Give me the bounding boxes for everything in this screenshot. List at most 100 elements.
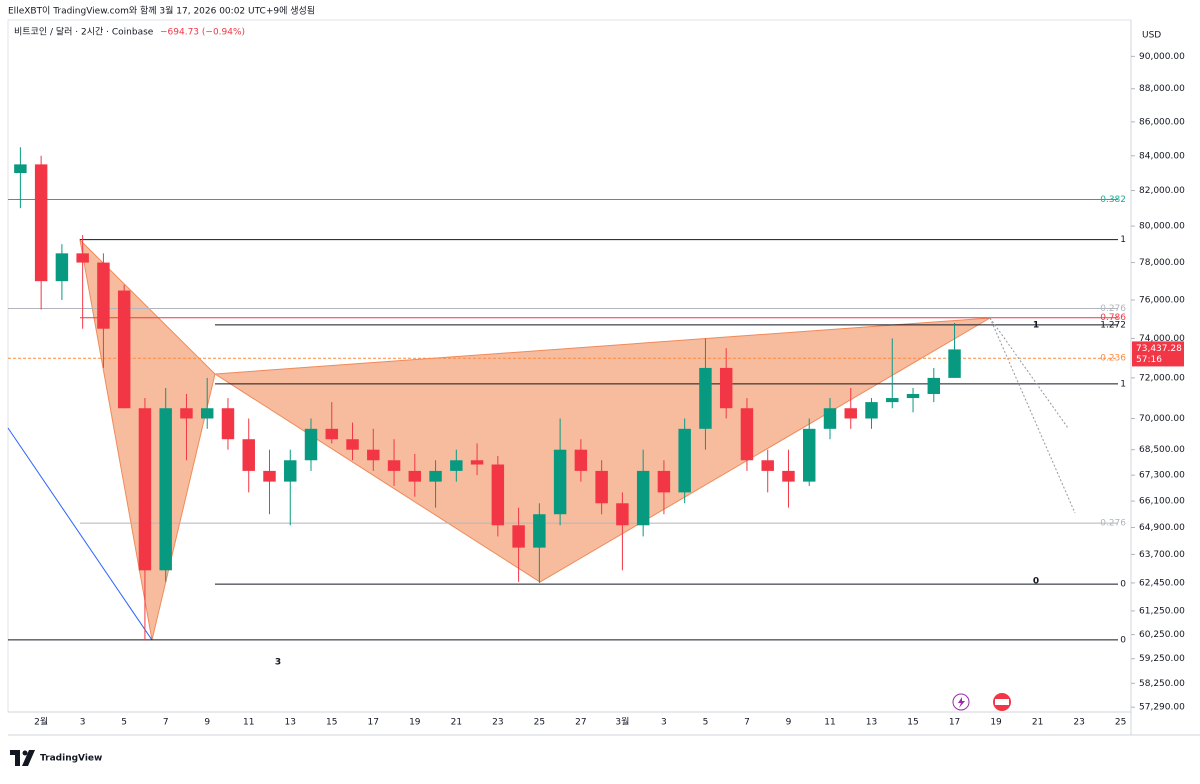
x-tick-label: 13 [866,718,877,728]
event-icon-glyph [958,697,965,708]
candle-body [512,525,525,548]
candle-body [263,470,276,482]
candle-body [803,428,816,482]
candle-body [865,402,878,419]
y-tick-label: 90,000.00 [1139,52,1185,62]
candle-body [408,470,422,482]
candle-body [553,449,567,515]
candle-body [761,460,774,471]
y-tick-label: 62,450.00 [1139,578,1185,588]
candle-body [844,408,857,419]
x-tick-label: 19 [409,718,421,728]
projection-arrow [989,317,1069,429]
annotation: 0 [1033,577,1039,587]
x-tick-label: 23 [492,718,503,728]
y-tick-label: 66,100.00 [1139,497,1185,507]
y-tick-label: 72,000.00 [1139,373,1185,383]
y-tick-label: 82,000.00 [1139,186,1185,196]
x-tick-label: 3 [80,718,86,728]
chart-title: 비트코인 / 달러 · 2시간 · Coinbase [14,26,154,38]
x-tick-label: 19 [990,718,1002,728]
x-tick-label: 21 [1032,718,1043,728]
projection-arrow [989,317,1076,514]
y-tick-label: 84,000.00 [1139,151,1185,161]
y-tick-label: 63,700.00 [1139,550,1185,560]
candle-body [823,408,837,429]
candle-body [221,408,235,440]
candle-body [491,464,505,526]
y-tick-label: 80,000.00 [1139,222,1185,232]
candle-body [886,398,899,403]
candle-body [284,460,297,482]
y-tick-label: 86,000.00 [1139,117,1185,127]
candle-body [346,439,359,450]
level-label: 0 [1120,635,1126,645]
x-tick-label: 15 [326,718,337,728]
price-change: −694.73 (−0.94%) [160,28,245,38]
attribution: ElleXBT이 TradingView.com와 함께 3월 17, 2026… [8,5,315,17]
x-tick-label: 5 [703,718,709,728]
candle-body [387,460,401,471]
x-tick-label: 2월 [34,716,48,728]
x-tick-label: 25 [1115,718,1126,728]
candle-body [533,514,546,548]
level-label: 0.786 [1100,313,1126,323]
x-tick-label: 25 [534,718,545,728]
y-tick-label: 57,290.00 [1139,703,1185,713]
y-tick-label: 60,250.00 [1139,630,1185,640]
x-tick-label: 17 [368,718,379,728]
candle-body [200,408,214,419]
last-price-tag [1132,341,1184,367]
candle-body [595,470,608,504]
level-label: 0.276 [1100,304,1126,314]
level-label: 0.382 [1100,195,1126,205]
flag-icon-glyph [995,699,1009,705]
x-tick-label: 5 [121,718,127,728]
candles [14,147,961,641]
level-label: 0.236 [1100,354,1126,364]
y-tick-label: 68,500.00 [1139,445,1185,455]
y-tick-label: 59,250.00 [1139,654,1185,664]
last-price-label: 73,437.28 [1136,344,1182,354]
candle-body [138,408,152,571]
candle-body [180,408,193,419]
candle-body [76,253,89,263]
logo-dot [22,750,28,756]
candle-body [636,470,650,526]
x-tick-label: 7 [744,718,750,728]
candle-body [325,428,338,440]
candle-body [948,349,961,378]
footer-logo: TradingView [10,750,102,766]
x-tick-label: 13 [285,718,296,728]
x-tick-label: 11 [243,718,254,728]
x-tick-label: 23 [1073,718,1084,728]
candle-body [782,470,795,482]
candle-body [906,393,920,399]
y-tick-label: 78,000.00 [1139,258,1185,268]
candle-body [97,262,110,329]
y-tick-label: 74,000.00 [1139,334,1185,344]
countdown: 57:16 [1136,355,1162,365]
level-label: 1 [1120,235,1126,245]
x-tick-label: 11 [824,718,835,728]
level-label: 0 [1120,580,1126,590]
x-tick-label: 21 [451,718,462,728]
candle-body [678,428,691,493]
y-tick-label: 61,250.00 [1139,606,1185,616]
x-tick-label: 9 [204,718,210,728]
y-tick-label: 67,300.00 [1139,471,1185,481]
level-label: 1 [1120,379,1126,389]
x-tick-label: 27 [575,718,586,728]
candle-body [657,470,671,493]
candle-body [927,377,941,394]
candle-body [699,367,712,429]
currency: USD [1142,31,1161,41]
candle-body [304,428,318,461]
trend-line [7,427,153,641]
x-tick-label: 7 [163,718,169,728]
candle-body [34,164,48,282]
candle-body [117,290,131,409]
candle-body [574,449,588,471]
x-tick-label: 15 [907,718,918,728]
